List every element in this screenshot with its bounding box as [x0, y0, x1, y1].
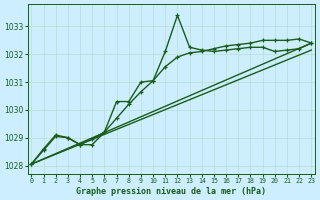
X-axis label: Graphe pression niveau de la mer (hPa): Graphe pression niveau de la mer (hPa)	[76, 187, 266, 196]
